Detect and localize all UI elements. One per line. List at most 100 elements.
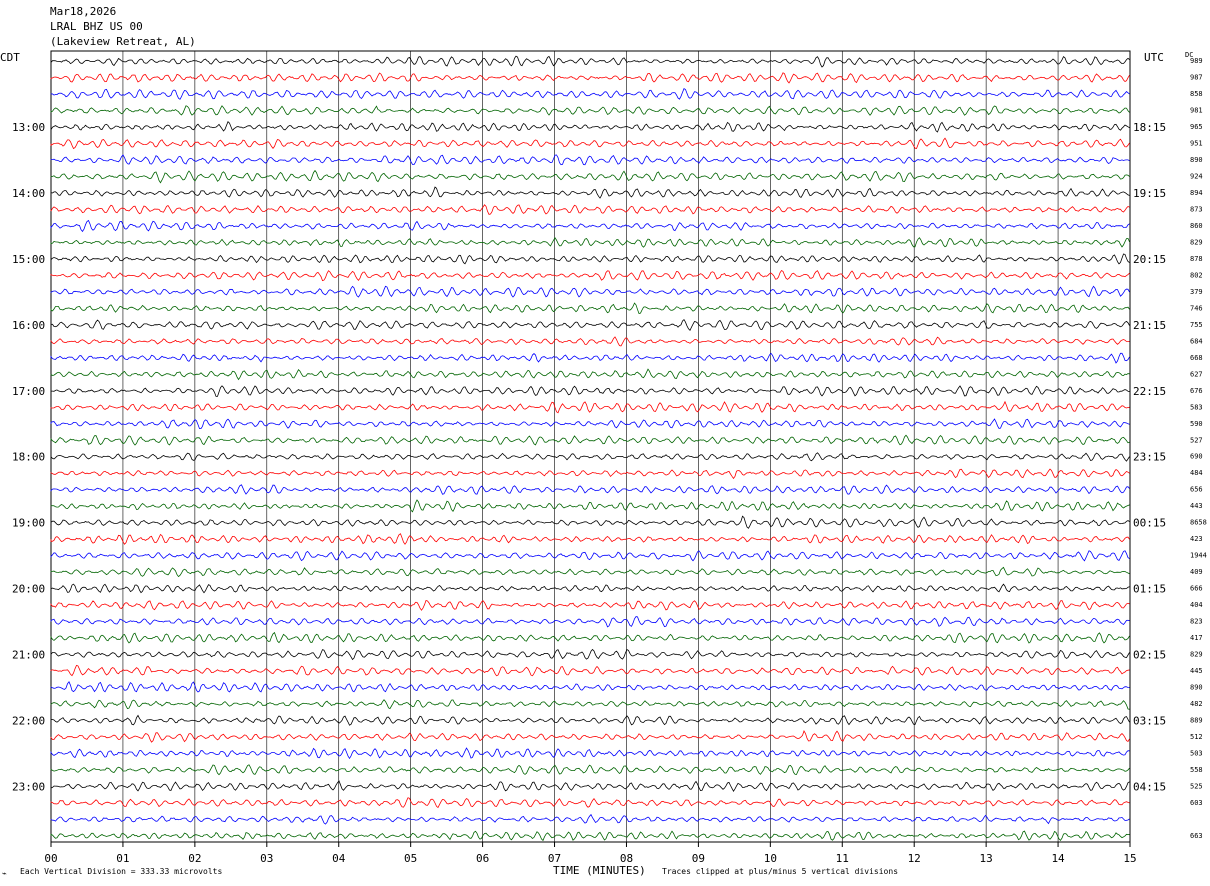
vertical-division-note: Each Vertical Division = 333.33 microvol… — [20, 867, 223, 876]
dc-offset-label: 668 — [1190, 354, 1203, 362]
plot-frame — [50, 50, 1131, 843]
station-label: LRAL BHZ US 00 — [50, 20, 143, 33]
seismic-trace — [50, 515, 1130, 529]
date-label: Mar18,2026 — [50, 5, 117, 18]
dc-offset-label: 666 — [1190, 585, 1203, 593]
seismic-trace — [50, 730, 1130, 743]
scale-icon: ⌁ — [2, 869, 7, 878]
clip-note: Traces clipped at plus/minus 5 vertical … — [662, 867, 899, 876]
dc-offset-label: 829 — [1190, 650, 1203, 658]
utc-hour-label: 22:15 — [1133, 385, 1166, 398]
seismic-trace — [50, 400, 1130, 414]
seismic-trace — [50, 318, 1130, 331]
seismic-trace — [50, 468, 1130, 480]
seismic-trace — [50, 813, 1130, 825]
utc-hour-label: 02:15 — [1133, 648, 1166, 661]
utc-hour-label: 00:15 — [1133, 517, 1166, 530]
x-tick-label: 03 — [260, 852, 273, 865]
seismic-trace — [50, 797, 1130, 809]
seismic-trace — [50, 253, 1130, 265]
dc-offset-label: 684 — [1190, 337, 1203, 345]
x-tick-label: 05 — [404, 852, 417, 865]
dc-offset-label: 558 — [1190, 766, 1203, 774]
dc-offset-label: 676 — [1190, 387, 1203, 395]
x-tick-label: 01 — [116, 852, 129, 865]
seismic-trace — [50, 368, 1130, 381]
dc-offset-label: 873 — [1190, 206, 1203, 214]
cdt-hour-label: 20:00 — [12, 583, 45, 596]
seismic-trace — [50, 648, 1130, 661]
seismic-trace — [50, 204, 1130, 215]
dc-offset-label: 755 — [1190, 321, 1203, 329]
seismic-trace — [50, 664, 1130, 677]
dc-offset-label: 409 — [1190, 568, 1203, 576]
dc-offset-label: 484 — [1190, 469, 1203, 477]
seismic-trace — [50, 452, 1130, 462]
seismic-trace — [50, 285, 1130, 298]
x-tick-label: 09 — [692, 852, 705, 865]
seismic-trace — [50, 499, 1130, 513]
dc-offset-label: 858 — [1190, 90, 1203, 98]
cdt-axis-label: CDT — [0, 51, 20, 64]
seismic-trace — [50, 385, 1130, 397]
seismic-trace — [50, 764, 1130, 776]
dc-offset-label: 583 — [1190, 403, 1203, 411]
x-tick-label: 12 — [908, 852, 921, 865]
utc-hour-label: 20:15 — [1133, 253, 1166, 266]
dc-offset-label: 590 — [1190, 420, 1203, 428]
dc-offset-label: 627 — [1190, 370, 1203, 378]
cdt-hour-label: 21:00 — [12, 648, 45, 661]
seismic-trace — [50, 219, 1130, 233]
seismic-trace — [50, 105, 1130, 116]
seismic-trace — [50, 88, 1130, 100]
utc-hour-label: 23:15 — [1133, 451, 1166, 464]
seismic-trace — [50, 121, 1130, 133]
seismic-trace — [50, 72, 1130, 84]
dc-offset-label: 656 — [1190, 486, 1203, 494]
seismic-trace — [50, 830, 1130, 842]
dc-offset-label: 8658 — [1190, 519, 1207, 527]
seismic-trace — [50, 599, 1130, 611]
seismic-trace — [50, 434, 1130, 446]
seismic-trace — [50, 302, 1130, 314]
dc-offset-label: 889 — [1190, 716, 1203, 724]
seismic-trace — [50, 780, 1130, 792]
seismic-trace — [50, 533, 1130, 545]
seismic-trace — [50, 269, 1130, 282]
x-axis-title: TIME (MINUTES) — [553, 864, 646, 877]
dc-offset-label: 417 — [1190, 634, 1203, 642]
cdt-hour-label: 19:00 — [12, 517, 45, 530]
dc-offset-label: 894 — [1190, 189, 1203, 197]
cdt-hour-label: 17:00 — [12, 385, 45, 398]
dc-offset-label: 890 — [1190, 156, 1203, 164]
seismic-trace — [50, 681, 1130, 693]
dc-offset-label: 965 — [1190, 123, 1203, 131]
cdt-hour-label: 16:00 — [12, 319, 45, 332]
x-tick-label: 04 — [332, 852, 346, 865]
x-tick-label: 08 — [620, 852, 633, 865]
dc-offset-label: 823 — [1190, 618, 1203, 626]
dc-offset-label: 1944 — [1190, 552, 1207, 560]
seismic-trace — [50, 699, 1130, 710]
location-label: (Lakeview Retreat, AL) — [50, 35, 196, 48]
seismic-trace — [50, 714, 1130, 726]
seismic-trace — [50, 566, 1130, 578]
dc-offset-label: 878 — [1190, 255, 1203, 263]
dc-offset-label: 482 — [1190, 700, 1203, 708]
utc-axis-label: UTC — [1144, 51, 1164, 64]
dc-column-label: DC — [1185, 51, 1193, 59]
dc-offset-label: 989 — [1190, 57, 1203, 65]
seismic-trace — [50, 137, 1130, 150]
utc-hour-label: 18:15 — [1133, 121, 1166, 134]
dc-offset-label: 829 — [1190, 239, 1203, 247]
x-tick-label: 14 — [1051, 852, 1065, 865]
utc-hour-label: 01:15 — [1133, 583, 1166, 596]
seismic-trace — [50, 237, 1130, 248]
x-tick-label: 13 — [980, 852, 993, 865]
dc-offset-label: 802 — [1190, 271, 1203, 279]
cdt-hour-label: 13:00 — [12, 121, 45, 134]
x-tick-label: 02 — [188, 852, 201, 865]
seismic-trace — [50, 336, 1130, 347]
dc-offset-label: 527 — [1190, 436, 1203, 444]
